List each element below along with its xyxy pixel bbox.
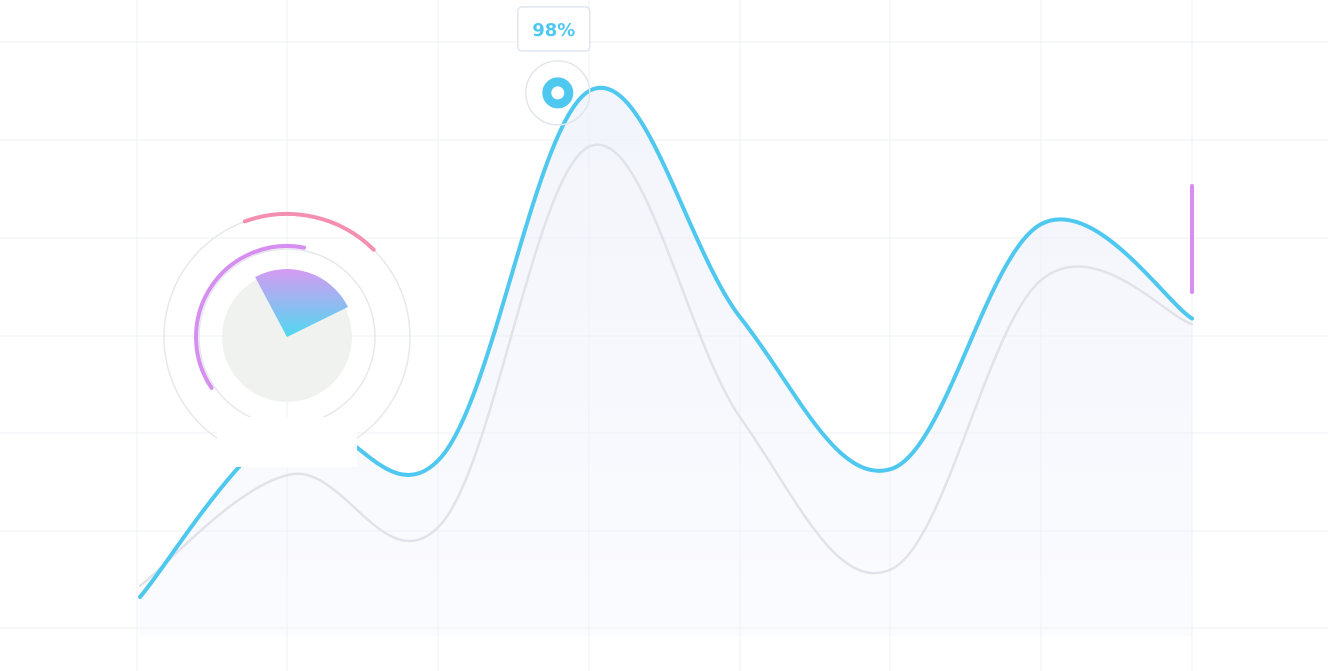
tooltip-box — [517, 6, 591, 52]
value-tooltip: 98% — [517, 6, 591, 52]
data-point-primary — [439, 456, 443, 460]
data-point-secondary — [1040, 278, 1044, 282]
gauge-inner-arc — [194, 244, 306, 390]
tooltip-value: 98% — [532, 20, 575, 41]
data-point-secondary — [589, 144, 593, 148]
series-line-secondary — [138, 143, 1194, 588]
data-point-secondary — [739, 417, 743, 421]
data-point-primary — [1040, 222, 1044, 226]
gauge-wedge — [255, 269, 348, 337]
data-point-primary — [739, 317, 743, 321]
ring-dot-icon — [542, 77, 574, 109]
data-point-secondary — [288, 472, 292, 476]
area-fill — [140, 87, 1192, 636]
data-point-primary — [1190, 317, 1194, 321]
data-point-secondary — [889, 567, 893, 571]
gauge-ring-gap — [217, 417, 357, 467]
data-point-secondary — [138, 584, 142, 588]
highlight-halo — [525, 60, 591, 126]
data-point-secondary — [439, 523, 443, 527]
data-point-primary — [138, 595, 142, 599]
data-point-primary — [889, 467, 893, 471]
highlight-point — [525, 60, 591, 126]
gauge-outer-arc — [242, 211, 376, 252]
data-point-secondary — [1190, 322, 1194, 326]
pie-gauge — [163, 211, 411, 467]
